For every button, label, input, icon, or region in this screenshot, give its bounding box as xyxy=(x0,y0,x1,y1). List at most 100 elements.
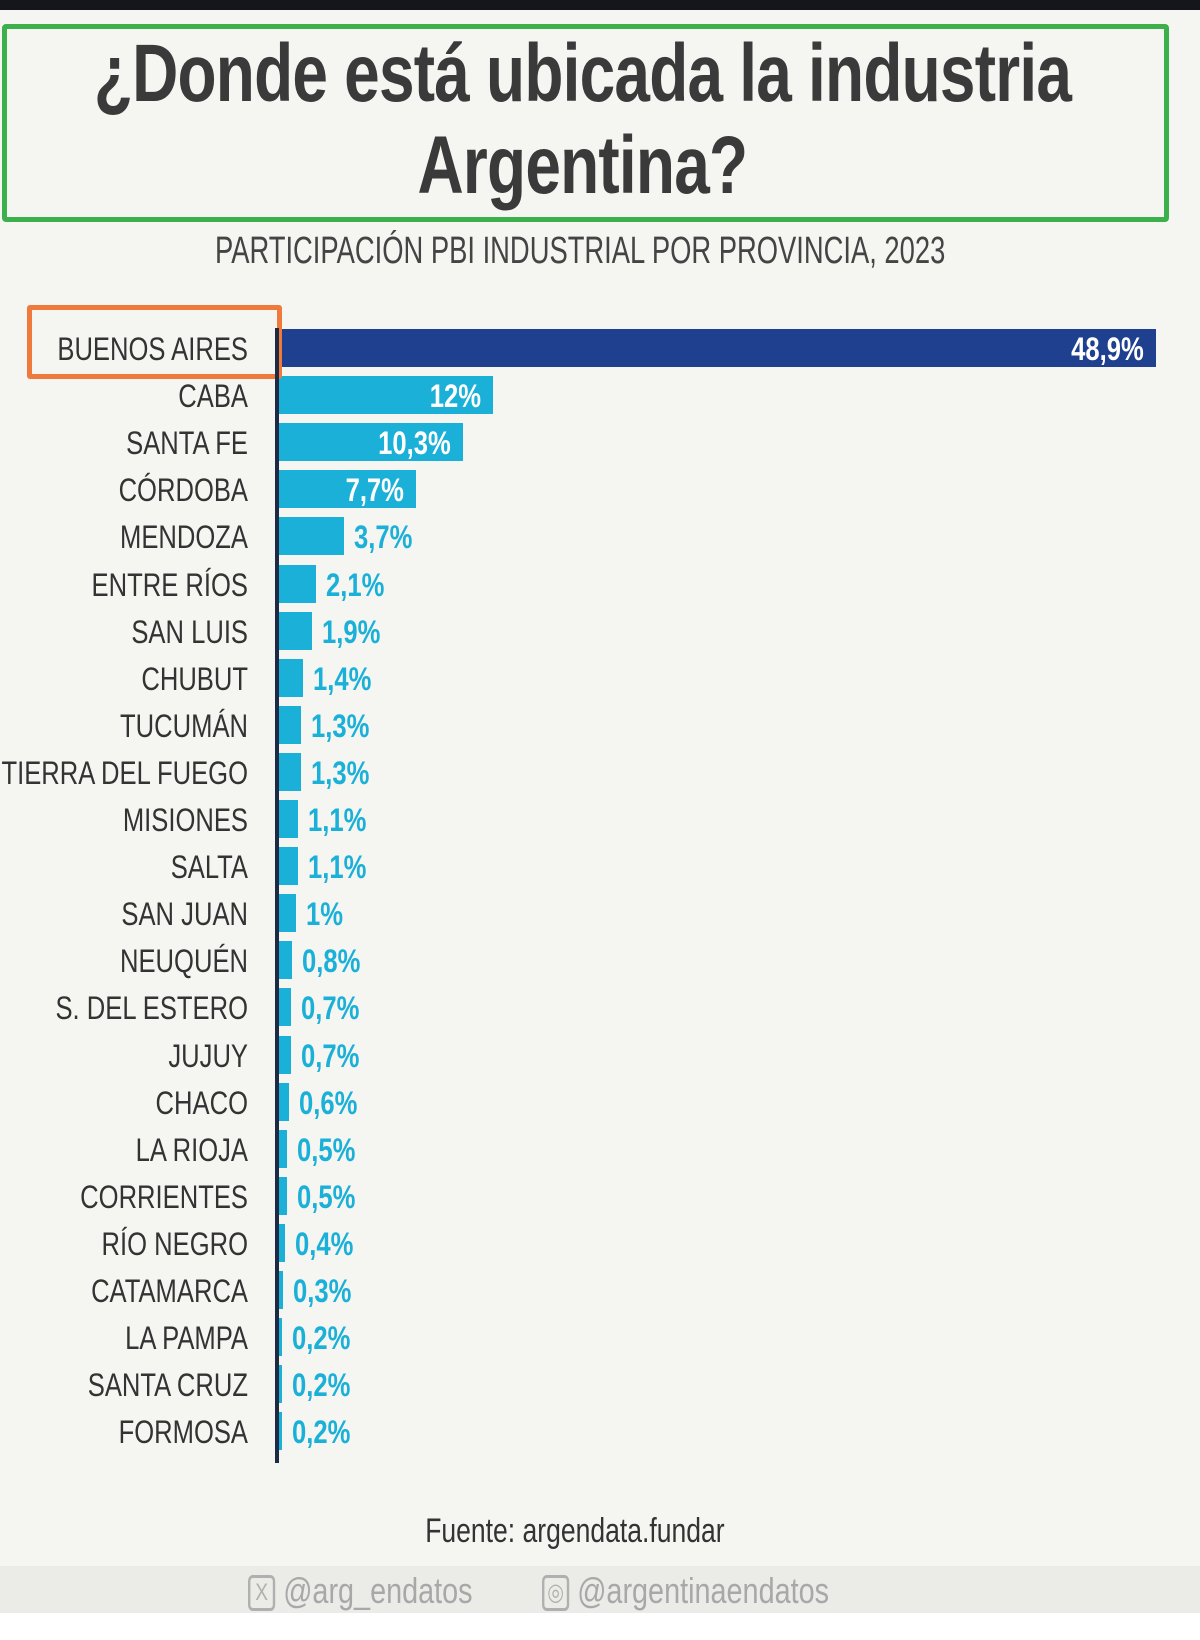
value-label: 0,5% xyxy=(296,1131,356,1168)
value-label: 2,1% xyxy=(325,566,385,603)
bar xyxy=(278,705,302,744)
category-label: TIERRA DEL FUEGO xyxy=(1,754,248,791)
bar-row: SANTA FE 10,3% xyxy=(0,423,1200,462)
bar xyxy=(278,800,298,838)
bar xyxy=(278,894,296,933)
page-title: ¿Donde está ubicada la industria Argenti… xyxy=(0,28,1165,212)
chart-subtitle: PARTICIPACIÓN PBI INDUSTRIAL POR PROVINC… xyxy=(214,230,946,272)
category-label: SAN LUIS xyxy=(131,613,248,650)
value-label: 0,7% xyxy=(300,990,359,1027)
x-logo-icon: X xyxy=(248,1575,276,1612)
bar xyxy=(278,470,417,509)
bar-row: RÍO NEGRO 0,4% xyxy=(0,1223,1200,1262)
value-label: 0,2% xyxy=(291,1320,350,1357)
bar xyxy=(278,988,291,1027)
value-label: 0,4% xyxy=(295,1225,354,1262)
bar-row: LA PAMPA 0,2% xyxy=(0,1318,1200,1357)
value-label: 0,2% xyxy=(291,1414,350,1451)
title-highlight-box xyxy=(2,24,1169,222)
value-label: 1,3% xyxy=(311,707,370,744)
value-label: 1,4% xyxy=(313,660,372,697)
bar-row: SANTA CRUZ 0,2% xyxy=(0,1365,1200,1404)
bar xyxy=(278,752,302,791)
value-label: 48,9% xyxy=(1071,331,1144,367)
value-label: 0,7% xyxy=(300,1037,359,1074)
category-label: CHUBUT xyxy=(141,660,248,697)
bar-row: CATAMARCA 0,3% xyxy=(0,1271,1200,1309)
value-label: 0,8% xyxy=(302,943,361,980)
value-label: 1,1% xyxy=(307,849,367,886)
bar-row: CORRIENTES 0,5% xyxy=(0,1176,1200,1215)
bar xyxy=(278,1129,287,1168)
category-label: NEUQUÉN xyxy=(119,943,248,980)
bar-row: SALTA 1,1% xyxy=(0,847,1200,886)
category-label: JUJUY xyxy=(168,1037,248,1074)
category-label: MISIONES xyxy=(122,802,248,838)
category-label: CATAMARCA xyxy=(91,1273,248,1309)
bar xyxy=(278,1223,286,1262)
value-label: 3,7% xyxy=(354,519,413,556)
category-label: MENDOZA xyxy=(120,519,248,556)
category-label: CHACO xyxy=(155,1084,248,1121)
category-label: CORRIENTES xyxy=(80,1178,248,1215)
category-label: BUENOS AIRES xyxy=(57,331,248,367)
bar xyxy=(278,658,304,697)
instagram-handle[interactable]: ◎ @argentinaendatos xyxy=(542,1570,829,1612)
bar-row: SAN LUIS 1,9% xyxy=(0,611,1200,650)
bar xyxy=(278,329,1156,367)
bar xyxy=(278,847,298,886)
category-label: S. DEL ESTERO xyxy=(55,990,248,1027)
bar-row: MENDOZA 3,7% xyxy=(0,517,1200,556)
value-label: 0,3% xyxy=(293,1273,352,1309)
bottom-blank xyxy=(0,1613,1200,1640)
value-label: 1,1% xyxy=(307,802,367,838)
title-line-1: ¿Donde está ubicada la industria xyxy=(93,28,1072,119)
bar-row: CHACO 0,6% xyxy=(0,1082,1200,1121)
value-label: 1,3% xyxy=(311,754,370,791)
value-label: 7,7% xyxy=(345,472,405,509)
bar-row: MISIONES 1,1% xyxy=(0,800,1200,838)
bar xyxy=(278,1365,282,1404)
bar xyxy=(278,564,316,603)
bar xyxy=(278,423,463,462)
bar xyxy=(278,1318,282,1357)
bar-row: TUCUMÁN 1,3% xyxy=(0,705,1200,744)
category-label: FORMOSA xyxy=(118,1414,248,1451)
bar xyxy=(278,517,345,556)
value-label: 1% xyxy=(305,896,343,933)
value-label: 10,3% xyxy=(378,425,451,462)
bar-row: NEUQUÉN 0,8% xyxy=(0,941,1200,980)
category-label: CÓRDOBA xyxy=(118,472,248,509)
label-highlight-box xyxy=(27,305,282,379)
category-label: TUCUMÁN xyxy=(120,707,248,744)
instagram-icon: ◎ xyxy=(542,1575,570,1612)
value-label: 1,9% xyxy=(322,613,381,650)
y-axis-line xyxy=(275,328,279,1463)
x-handle-text: @arg_endatos xyxy=(283,1570,473,1611)
category-label: SALTA xyxy=(170,849,248,886)
category-label: LA PAMPA xyxy=(125,1320,248,1357)
category-label: ENTRE RÍOS xyxy=(91,566,248,603)
bar-row: CHUBUT 1,4% xyxy=(0,658,1200,697)
bar-row: S. DEL ESTERO 0,7% xyxy=(0,988,1200,1027)
bar-row: BUENOS AIRES 48,9% xyxy=(0,329,1200,367)
bar xyxy=(278,1176,287,1215)
category-label: SAN JUAN xyxy=(121,896,248,933)
value-label: 0,6% xyxy=(298,1084,358,1121)
category-label: CABA xyxy=(178,378,248,415)
x-handle[interactable]: X @arg_endatos xyxy=(248,1570,473,1612)
bar-row: SAN JUAN 1% xyxy=(0,894,1200,933)
bar xyxy=(278,941,293,980)
source-note: Fuente: argendata.fundar xyxy=(425,1512,725,1550)
bar-row: CABA 12% xyxy=(0,376,1200,415)
bar-row: CÓRDOBA 7,7% xyxy=(0,470,1200,509)
bar xyxy=(278,1035,291,1074)
value-label: 0,2% xyxy=(291,1367,350,1404)
bar-row: FORMOSA 0,2% xyxy=(0,1412,1200,1451)
top-bar xyxy=(0,0,1200,10)
title-line-2: Argentina? xyxy=(417,120,749,211)
value-label: 12% xyxy=(430,378,482,415)
bar xyxy=(278,1082,289,1121)
value-label: 0,5% xyxy=(296,1178,356,1215)
bar-row: JUJUY 0,7% xyxy=(0,1035,1200,1074)
